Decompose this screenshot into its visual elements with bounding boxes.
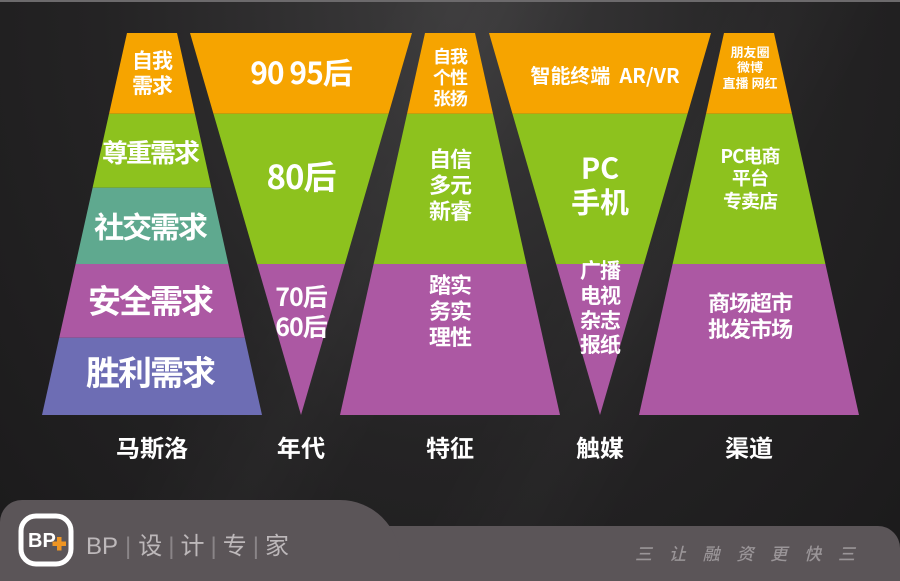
svg-text:BP: BP [28,530,56,552]
